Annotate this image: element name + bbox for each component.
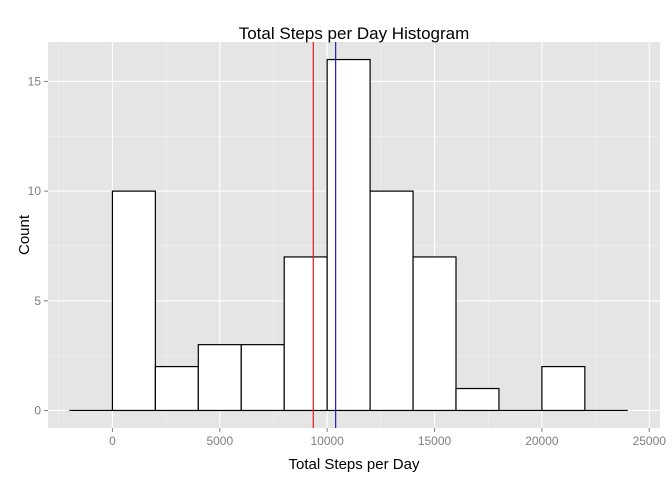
x-tick-label: 25000 (633, 434, 667, 448)
histogram-bar (111, 190, 156, 412)
reference-lines (312, 42, 337, 428)
x-tick-label: 5000 (206, 434, 233, 448)
x-tick-label: 15000 (418, 434, 452, 448)
histogram-bar (541, 365, 586, 412)
histogram-bar (283, 256, 328, 412)
histogram-bar (326, 58, 371, 412)
y-tick-label: 5 (34, 294, 41, 308)
chart-title: Total Steps per Day Histogram (239, 24, 470, 43)
histogram-bar (240, 344, 285, 412)
x-axis-ticks: 0 5000 10000 15000 20000 25000 (109, 428, 666, 448)
histogram-bar (154, 365, 199, 412)
histogram-bars (69, 58, 628, 412)
histogram-bar (455, 387, 500, 412)
y-tick-label: 0 (34, 403, 41, 417)
x-tick-label: 20000 (525, 434, 559, 448)
histogram-bar (369, 190, 414, 412)
x-tick-label: 0 (109, 434, 116, 448)
x-tick-label: 10000 (310, 434, 344, 448)
x-axis-label: Total Steps per Day (289, 456, 420, 473)
y-tick-label: 10 (28, 184, 42, 198)
y-axis-ticks: 0 5 10 15 (28, 74, 48, 417)
histogram-bar (197, 344, 242, 412)
y-axis-label: Count (16, 214, 33, 255)
y-tick-label: 15 (28, 74, 42, 88)
histogram-bar (412, 256, 457, 412)
